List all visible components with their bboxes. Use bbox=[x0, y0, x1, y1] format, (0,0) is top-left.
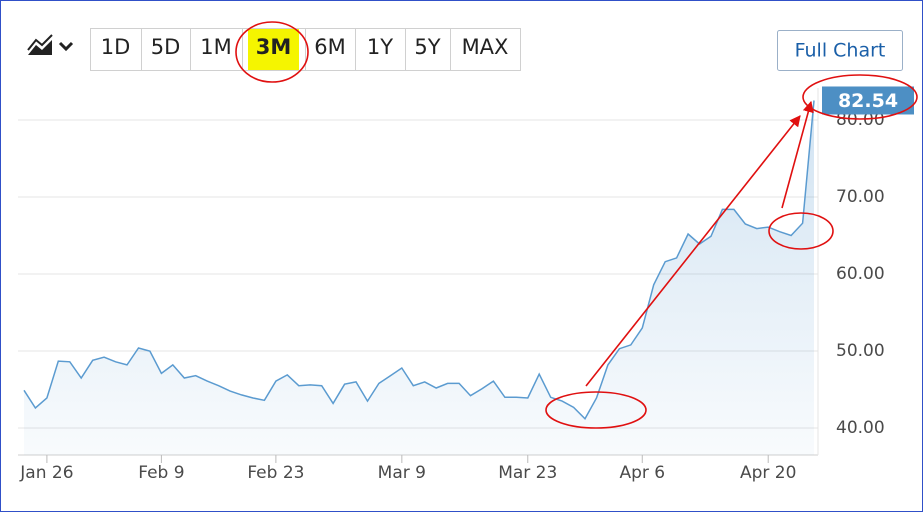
range-button-label[interactable]: 6M bbox=[314, 35, 345, 59]
range-button[interactable] bbox=[190, 28, 243, 71]
annotation-ellipse bbox=[235, 21, 309, 83]
range-button-label[interactable]: MAX bbox=[462, 35, 509, 59]
plot-area: 40.00 50.00 60.00 70.00 80.00 Jan 26 Feb 9 Feb … bbox=[18, 88, 885, 483]
last-price-badge: 82.54 bbox=[822, 86, 914, 115]
annotation-arrow bbox=[585, 115, 801, 387]
badge-box bbox=[822, 86, 914, 115]
last-price-label: 82.54 bbox=[838, 90, 898, 112]
y-tick-label: 70.00 bbox=[836, 187, 885, 207]
full-chart-button[interactable] bbox=[777, 30, 903, 71]
x-tick-label: Jan 26 bbox=[19, 463, 73, 483]
y-tick-label: 50.00 bbox=[836, 341, 885, 361]
chart-type-icon[interactable] bbox=[27, 34, 74, 55]
y-tick-label: 40.00 bbox=[836, 418, 885, 438]
range-button-label[interactable]: 1Y bbox=[367, 35, 393, 59]
range-buttons: 1D 5D 1M 3M 6M 1Y 5Y MAX bbox=[90, 28, 521, 71]
range-button[interactable] bbox=[355, 28, 406, 71]
range-button-label[interactable]: 5Y bbox=[414, 35, 440, 59]
annotation-ellipse bbox=[545, 391, 647, 429]
full-chart-label[interactable]: Full Chart bbox=[795, 40, 886, 62]
range-button-highlight bbox=[248, 29, 299, 70]
price-line bbox=[23, 100, 815, 421]
area-fill bbox=[24, 100, 814, 455]
range-button-label[interactable]: 1D bbox=[101, 35, 131, 59]
range-button-label[interactable]: 5D bbox=[151, 35, 181, 59]
y-tick-label: 60.00 bbox=[836, 264, 885, 284]
y-tick-label: 80.00 bbox=[836, 110, 885, 130]
x-tick-label: Feb 23 bbox=[247, 463, 304, 483]
range-button-label[interactable]: 3M bbox=[256, 35, 292, 59]
range-button-label[interactable]: 1M bbox=[200, 35, 231, 59]
x-tick-label: Apr 6 bbox=[619, 463, 665, 483]
annotations bbox=[235, 21, 918, 429]
x-tick-label: Mar 23 bbox=[498, 463, 557, 483]
annotation-ellipse bbox=[802, 74, 918, 120]
range-button[interactable] bbox=[305, 28, 356, 71]
range-button[interactable] bbox=[405, 28, 451, 71]
range-button[interactable] bbox=[450, 28, 521, 71]
x-tick-label: Mar 9 bbox=[378, 463, 426, 483]
annotation-arrow bbox=[781, 100, 814, 209]
x-tick-label: Apr 20 bbox=[740, 463, 796, 483]
x-tick-label: Feb 9 bbox=[138, 463, 184, 483]
annotation-ellipse bbox=[768, 212, 834, 250]
